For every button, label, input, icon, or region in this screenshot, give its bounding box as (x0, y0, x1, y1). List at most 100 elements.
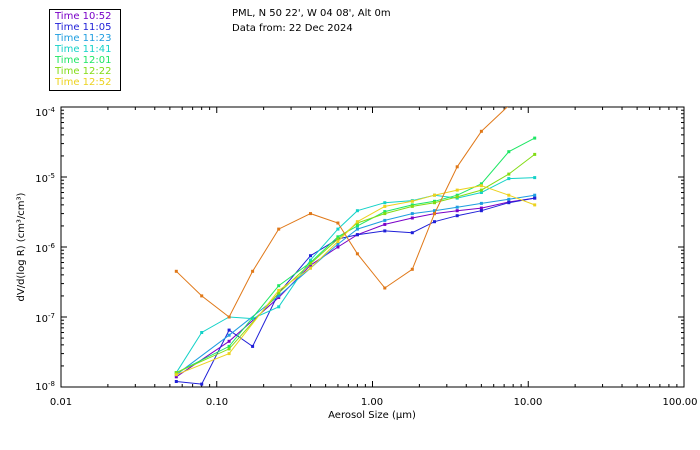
data-point (251, 269, 255, 273)
data-point (507, 197, 511, 201)
data-point (277, 288, 281, 292)
data-point (336, 245, 340, 249)
x-tick-label: 0.01 (50, 397, 72, 408)
data-point (309, 266, 312, 270)
data-point (174, 375, 178, 379)
data-point (410, 216, 414, 220)
data-point (433, 209, 436, 213)
data-point (277, 227, 281, 231)
data-point (433, 193, 436, 197)
data-point (533, 176, 537, 180)
data-point (479, 182, 483, 186)
data-point (383, 286, 387, 290)
data-point (227, 352, 231, 356)
data-point (336, 240, 340, 243)
data-point (336, 227, 340, 231)
series-group (174, 107, 537, 386)
series-line (176, 137, 535, 374)
data-point (355, 227, 359, 231)
data-point (533, 203, 537, 207)
x-tick-label: 100.00 (663, 397, 698, 408)
data-point (200, 294, 204, 298)
data-point (383, 212, 387, 216)
data-point (355, 224, 359, 228)
data-point (433, 220, 436, 224)
data-point (200, 331, 204, 334)
data-point (410, 204, 414, 208)
data-point (507, 201, 511, 205)
data-point (174, 269, 178, 273)
data-point (507, 177, 511, 181)
data-point (507, 150, 511, 154)
data-point (479, 191, 483, 194)
data-point (479, 201, 483, 205)
data-point (174, 373, 178, 377)
data-point (277, 294, 281, 298)
data-point (455, 209, 459, 213)
y-tick-label: 10-6 (35, 242, 55, 255)
data-point (383, 218, 387, 222)
data-point (336, 237, 340, 241)
data-point (277, 296, 281, 299)
data-point (455, 188, 459, 192)
data-point (455, 195, 459, 199)
data-point (277, 291, 281, 295)
data-point (383, 201, 387, 205)
data-point (383, 222, 387, 226)
data-point (383, 210, 387, 214)
x-tick-label: 1.00 (361, 397, 383, 408)
data-point (455, 165, 459, 169)
legend-entry: Time 11:05 (55, 22, 112, 33)
data-point (251, 317, 255, 321)
data-point (174, 371, 178, 375)
data-point (455, 193, 459, 197)
data-point (479, 188, 483, 192)
data-point (309, 263, 312, 267)
data-point (336, 221, 340, 225)
data-point (455, 214, 459, 218)
data-point (533, 152, 537, 156)
legend: Time 10:52 Time 11:05 Time 11:23 Time 11… (49, 9, 121, 91)
data-point (227, 333, 231, 337)
legend-entry: Time 12:22 (55, 66, 112, 77)
y-tick-label: 10-4 (35, 106, 55, 119)
data-point (277, 284, 281, 288)
data-point (277, 305, 281, 309)
plot-frame (60, 106, 685, 388)
legend-entry: Time 11:41 (55, 44, 112, 55)
data-point (355, 252, 359, 256)
x-tick-label: 0.10 (206, 397, 228, 408)
data-point (309, 262, 312, 266)
data-point (251, 344, 255, 348)
data-point (479, 129, 483, 133)
data-point (355, 233, 359, 237)
axis-ticks (60, 107, 684, 388)
data-point (507, 193, 511, 197)
data-point (227, 344, 231, 348)
legend-entry: Time 11:23 (55, 33, 112, 44)
data-point (355, 220, 359, 224)
data-point (309, 258, 312, 262)
data-point (479, 206, 483, 210)
legend-entry: Time 12:52 (55, 77, 112, 88)
y-tick-label: 10-7 (35, 312, 55, 325)
data-point (410, 199, 414, 203)
y-tick-label: 10-8 (35, 380, 55, 393)
data-point (479, 209, 483, 213)
data-point (227, 315, 231, 319)
data-point (533, 193, 537, 197)
data-point (507, 172, 511, 176)
chart-header: PML, N 50 22', W 04 08', Alt 0m Data fro… (232, 6, 391, 36)
legend-entry: Time 10:52 (55, 11, 112, 22)
x-tick-label: 10.00 (514, 397, 543, 408)
data-point (227, 339, 231, 343)
data-point (227, 328, 231, 332)
location-text: PML, N 50 22', W 04 08', Alt 0m (232, 8, 391, 19)
data-point (383, 204, 387, 208)
data-point (410, 267, 414, 271)
data-point (309, 254, 312, 258)
data-point (200, 382, 204, 386)
data-point (336, 242, 340, 246)
data-point (227, 347, 231, 351)
